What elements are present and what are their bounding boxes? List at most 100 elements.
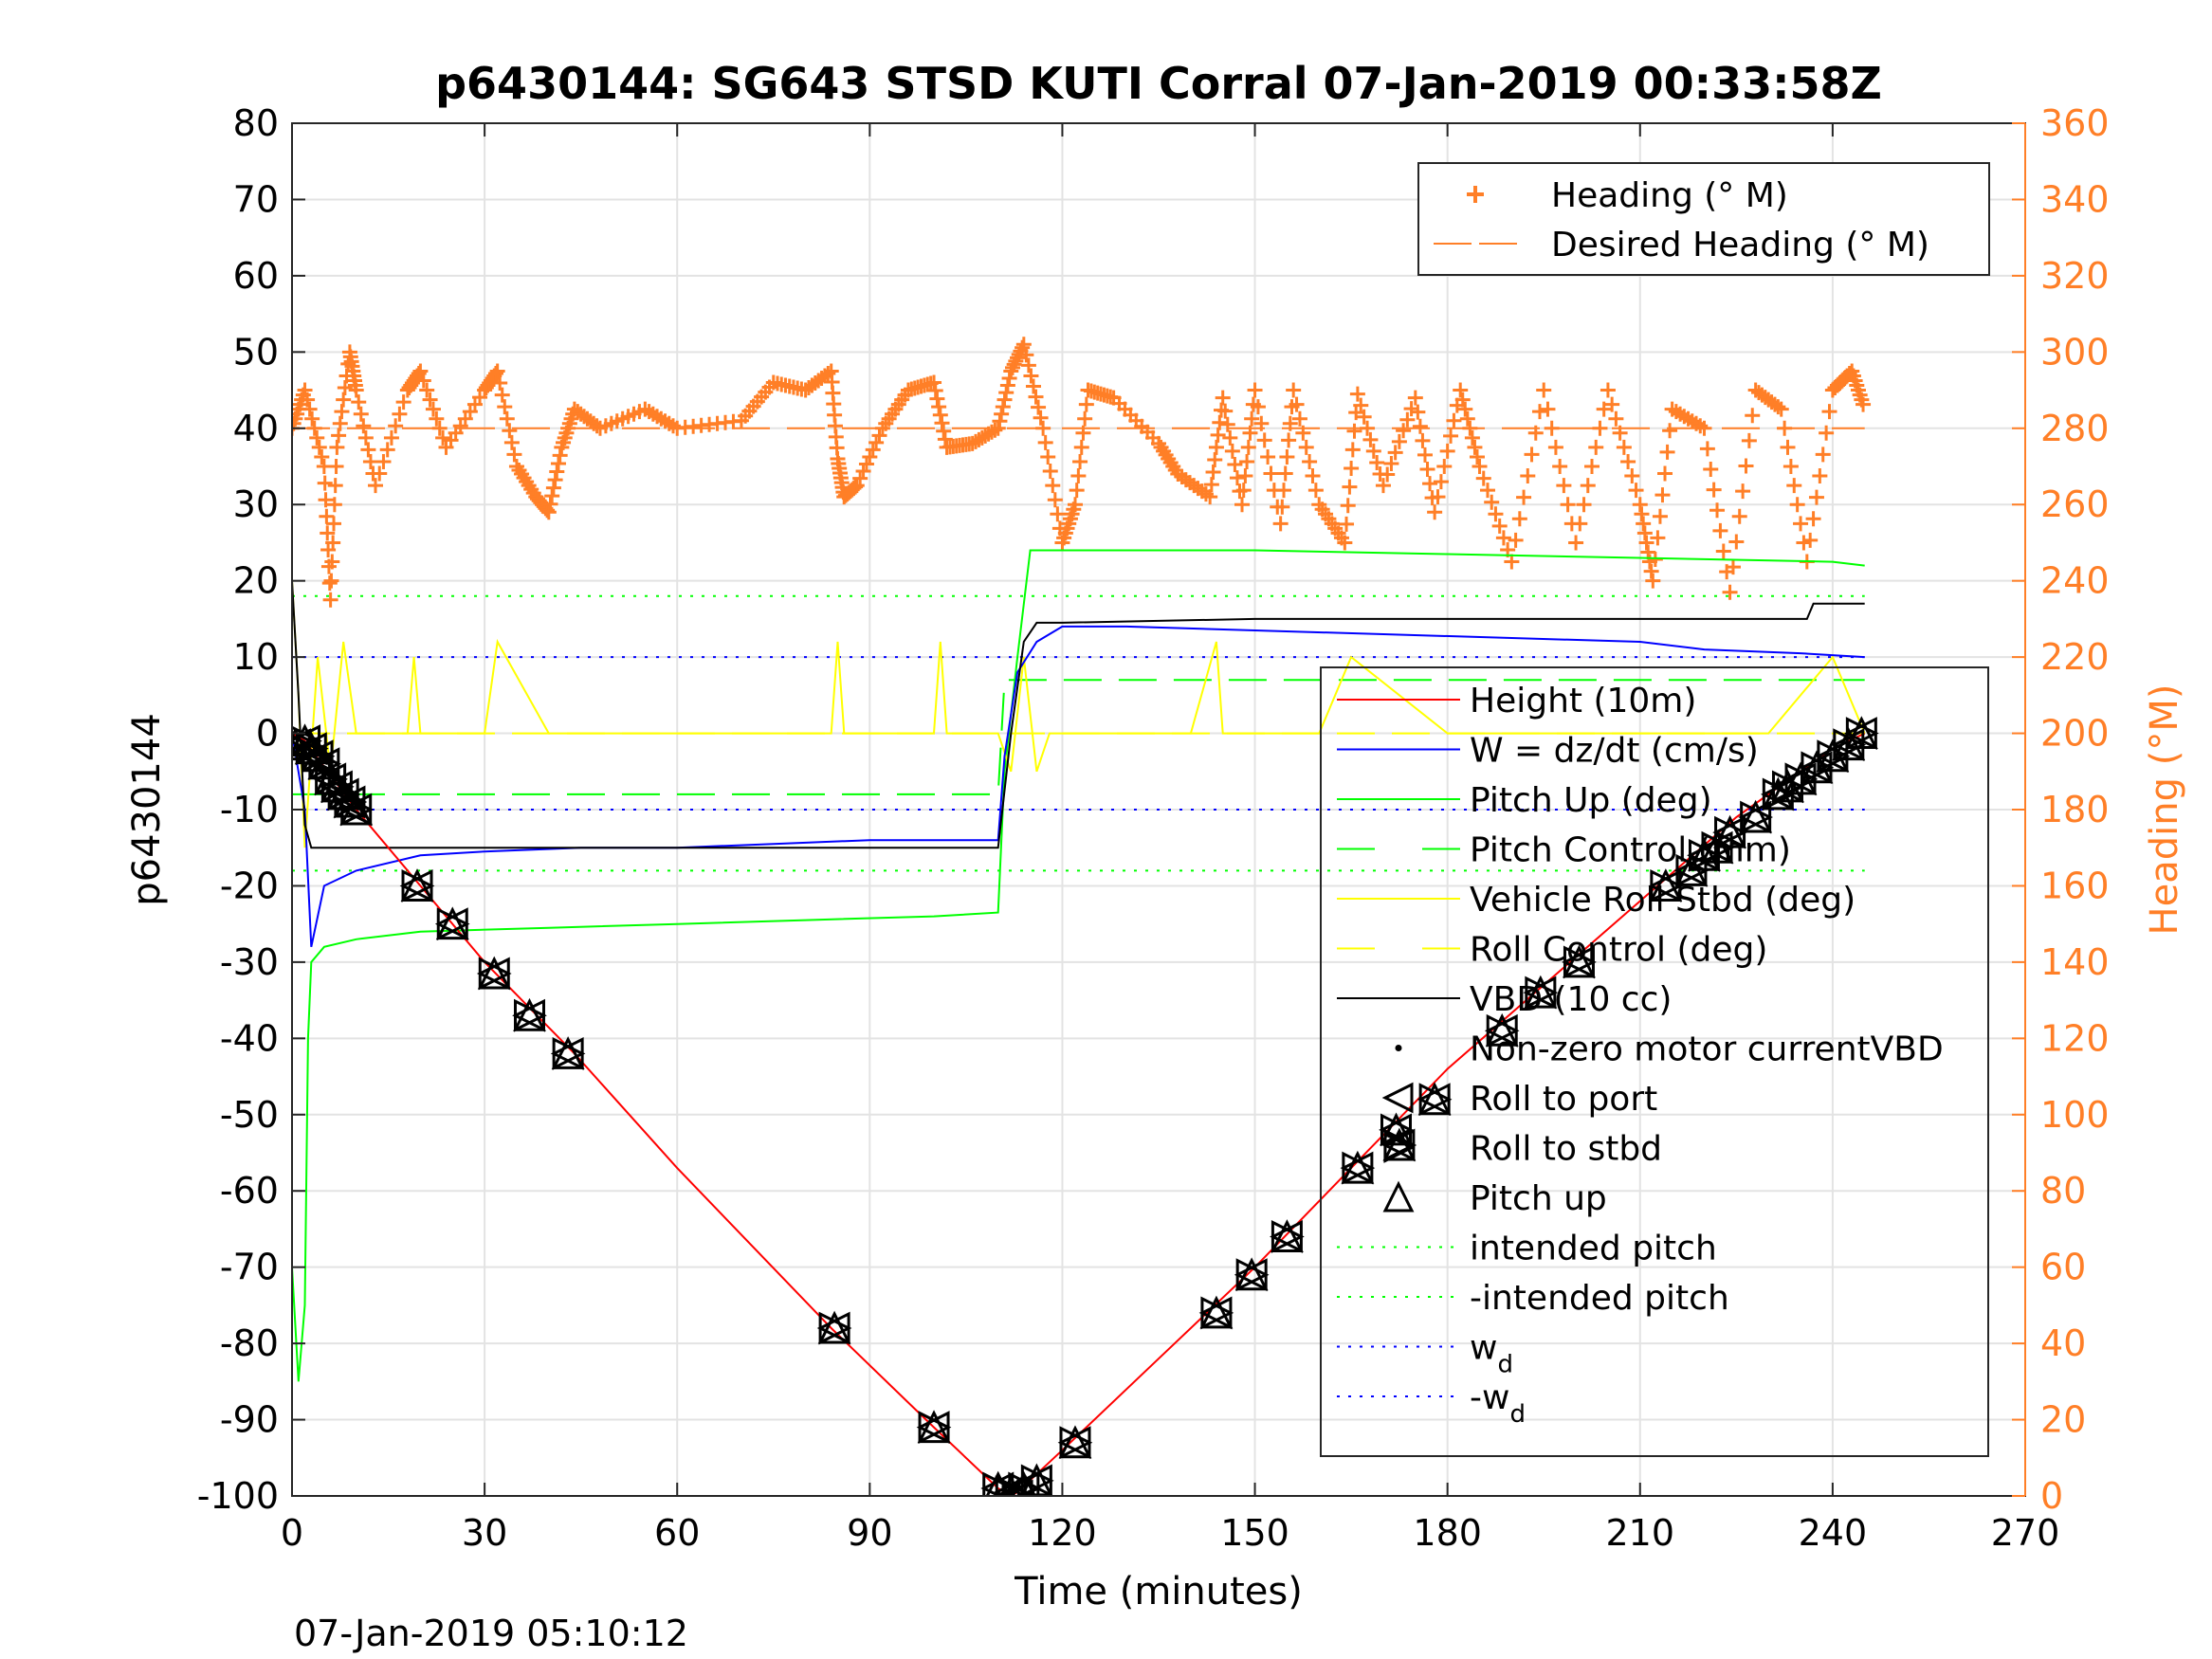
pitch-up-marker [1058,1425,1092,1459]
heading-point [1654,487,1671,503]
heading-point [1298,439,1314,455]
heading-point [326,497,342,513]
legend-swatch [1395,1045,1402,1051]
heading-point [1789,497,1805,513]
heading-point [1536,382,1552,398]
heading-point [1580,478,1596,494]
heading-point [425,401,441,417]
heading-point [1349,386,1365,402]
y2-tick-label: 100 [2040,1094,2110,1136]
roll-stbd-marker [1740,800,1773,834]
heading-point [1773,401,1789,417]
y2-axis-label: Heading (°M) [2143,684,2186,936]
heading-point [1457,401,1473,417]
heading-point [499,410,515,427]
heading-point [1281,432,1297,448]
heading-point [1446,412,1462,428]
heading-point [1010,350,1026,366]
heading-point [987,422,1003,438]
heading-point [1004,359,1020,375]
heading-point [503,434,520,450]
heading-point [1340,498,1356,514]
maneuver-marker [1523,975,1559,1010]
heading-point [1508,532,1524,548]
legend-entry: intended pitch [1337,1230,1717,1268]
heading-point [1467,439,1483,455]
y-tick-label: 20 [233,560,279,602]
heading-point [929,391,945,407]
heading-point [320,525,336,541]
heading-point [322,592,338,608]
y2-tick-label: 60 [2040,1247,2086,1288]
heading-point [1436,459,1453,474]
heading-point [549,464,565,480]
y2-tick-label: 0 [2040,1475,2063,1517]
heading-point [1356,409,1372,425]
legend-entry: Pitch Control (mm) [1337,831,1791,870]
heading-point [1045,478,1061,494]
heading-point [1511,511,1527,527]
maneuver-marker [399,868,435,902]
heading-point [1856,396,1872,412]
heading-point [1504,554,1520,570]
heading-point [1808,489,1824,505]
heading-point [1527,425,1544,441]
heading-point [1212,414,1228,430]
heading-point [1812,468,1828,484]
heading-point [1277,465,1293,482]
heading-point [1488,506,1504,522]
heading-point [1650,530,1666,546]
heading-point [1659,444,1675,460]
y-tick-label: 70 [233,178,279,220]
heading-point [1205,465,1221,481]
heading-point [1709,502,1726,519]
x-tick-label: 180 [1413,1512,1482,1554]
heading-point [1067,497,1083,513]
heading-point [1472,459,1488,474]
pitch-up-marker [1713,814,1746,848]
y-tick-label: -100 [197,1475,279,1517]
heading-point [329,439,345,455]
y-tick-label: 30 [233,483,279,525]
heading-point [1020,357,1036,374]
heading-point [336,392,352,408]
heading-point [1244,410,1260,427]
pitch-up-marker [1485,1012,1519,1047]
pitch-up-marker [400,868,434,902]
pitch-up-marker [917,1410,951,1444]
heading-point [1410,404,1426,420]
heading-point [1075,425,1091,441]
heading-point [1464,429,1480,446]
heading-point [1819,425,1835,441]
heading-point [1443,428,1459,444]
heading-point [1234,497,1251,513]
heading-point [1235,483,1252,499]
heading-point [1289,396,1305,412]
heading-point [1422,476,1438,492]
heading-point [1544,420,1560,436]
heading-point [1427,504,1443,520]
legend-label: Pitch Up (deg) [1470,781,1712,820]
heading-point [1706,482,1722,498]
heading-point [1008,353,1024,369]
heading-point [1073,439,1089,455]
heading-point [1645,573,1661,589]
heading-point [1699,441,1715,457]
roll-stbd-marker [1784,762,1819,796]
legend-entry: VBD (10 cc) [1337,980,1672,1019]
legend-entry: -intended pitch [1337,1279,1729,1318]
heading-point [1592,420,1608,436]
heading-point [1786,478,1802,494]
y-tick-label: -80 [220,1322,279,1364]
heading-point [550,455,566,471]
heading-point [1412,418,1428,434]
heading-point [1031,399,1047,415]
heading-point [1462,420,1478,436]
y2-tick-label: 360 [2040,102,2110,144]
y2-tick-label: 200 [2040,713,2110,755]
series-pitch-up-deg [292,549,1865,1382]
heading-point [552,447,568,464]
y2-tick-label: 120 [2040,1017,2110,1059]
heading-point [1295,425,1311,441]
